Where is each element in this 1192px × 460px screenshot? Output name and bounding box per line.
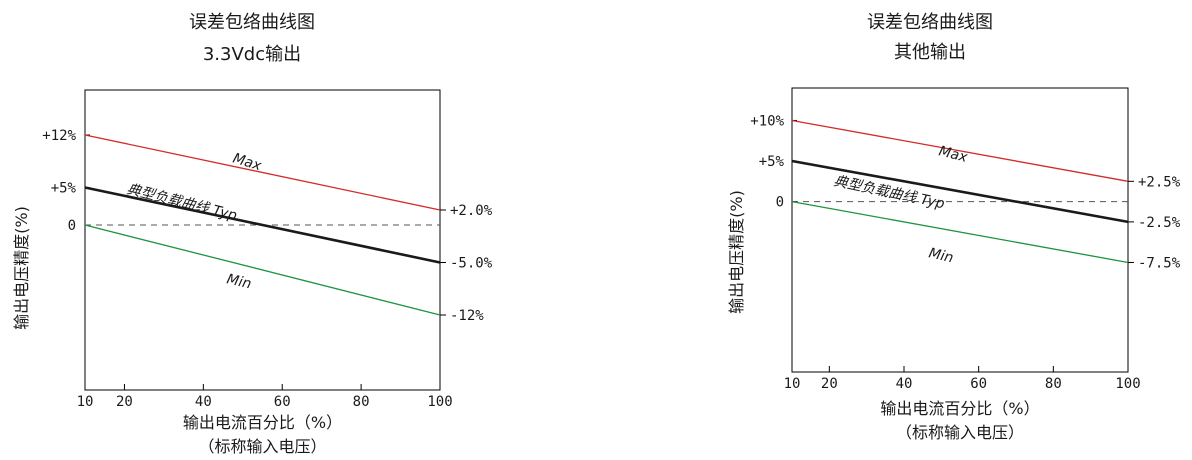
x-tick-label: 80 (1045, 376, 1062, 392)
plot-frame (84, 89, 441, 391)
y-tick-label: 0 (776, 195, 784, 211)
x-tick-label: 60 (274, 394, 291, 410)
right-value-label: -7.5% (1138, 255, 1181, 271)
right-value-label: -12% (450, 308, 484, 324)
series-line-min (791, 200, 1129, 264)
y-tick-label: 0 (68, 218, 76, 234)
series-label-max: Max (231, 151, 264, 175)
y-tick-label: +12% (42, 128, 76, 144)
x-tick-label: 20 (116, 394, 133, 410)
series-label-min: Min (927, 245, 955, 266)
x-tick-label: 80 (353, 394, 370, 410)
y-tick-label: +10% (750, 113, 784, 129)
x-axis-subtitle: （标称输入电压） (198, 437, 326, 456)
x-tick-label: 10 (784, 376, 801, 392)
right-value-label: +2.5% (1138, 174, 1181, 190)
chart-1: 误差包络曲线图 3.3Vdc输出 10 20 40 60 80 100 +12% +5% 0 +2.0… (12, 12, 493, 456)
x-tick-label: 40 (896, 376, 913, 392)
chart-subtitle: 3.3Vdc输出 (203, 44, 301, 65)
chart-title: 误差包络曲线图 (867, 12, 993, 33)
plot-frame (791, 87, 1129, 373)
series-line-typ (791, 159, 1129, 224)
x-tick-label: 60 (970, 376, 987, 392)
series-label-typ: 典型负载曲线 Typ (125, 181, 239, 224)
y-tick-label: +5% (759, 154, 785, 170)
x-tick-label: 100 (427, 394, 452, 410)
x-tick-label: 40 (195, 394, 212, 410)
x-axis-title: 输出电流百分比（%） (880, 399, 1039, 418)
series-label-max: Max (937, 143, 970, 166)
chart-subtitle: 其他输出 (894, 42, 966, 63)
right-value-label: -5.0% (450, 256, 493, 272)
x-tick-label: 20 (821, 376, 838, 392)
y-axis-title: 输出电压精度(%) (727, 190, 746, 314)
x-tick-label: 10 (77, 394, 94, 410)
series-label-min: Min (225, 271, 253, 292)
y-axis-title: 输出电压精度(%) (12, 206, 31, 330)
y-tick-label: +5% (51, 181, 77, 197)
series-line-max (791, 119, 1129, 182)
x-axis-title: 输出电流百分比（%） (183, 413, 342, 432)
right-value-label: -2.5% (1138, 215, 1181, 231)
chart-title: 误差包络曲线图 (189, 12, 315, 33)
right-value-label: +2.0% (450, 203, 493, 219)
x-axis-subtitle: （标称输入电压） (896, 423, 1024, 442)
series-line-max (84, 134, 441, 211)
series-line-typ (84, 186, 441, 264)
series-line-min (84, 224, 441, 316)
x-tick-label: 100 (1115, 376, 1140, 392)
